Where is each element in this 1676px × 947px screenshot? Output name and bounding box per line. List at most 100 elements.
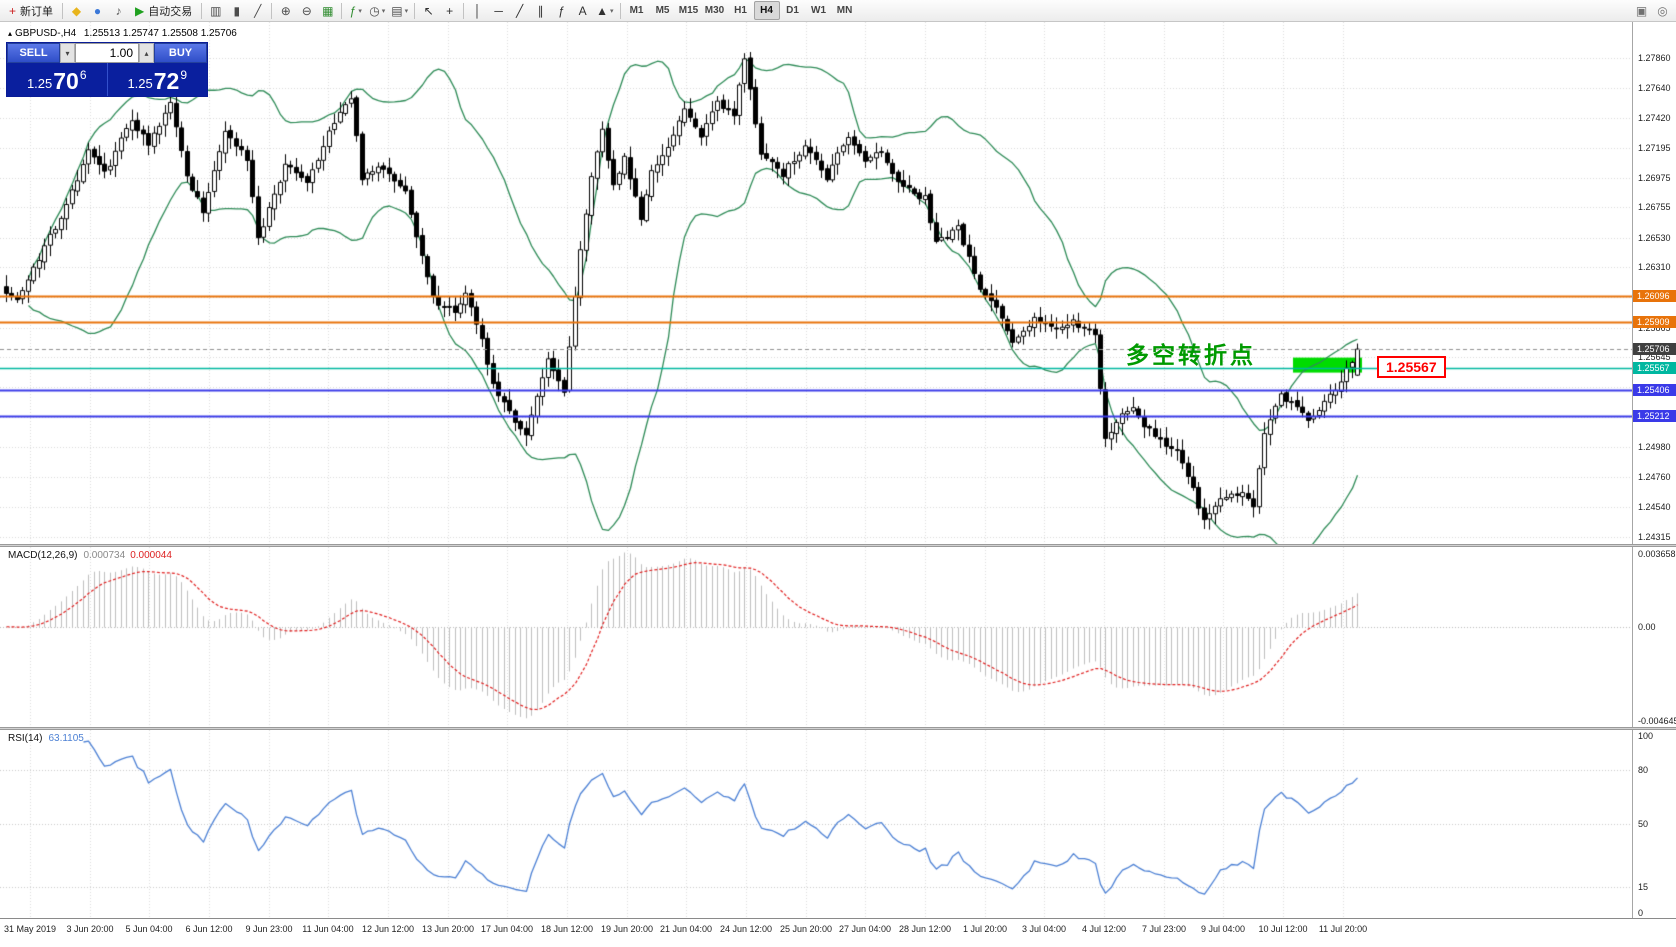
arrows-button[interactable]: ▲ ▾ [593, 1, 616, 20]
channel-icon: ∥ [537, 3, 544, 18]
trendline-button[interactable]: ╱ [509, 1, 530, 20]
buy-price-pips: 72 [153, 68, 180, 95]
price-scale-label: 1.26530 [1638, 232, 1671, 243]
indicators-button[interactable]: ƒ ▾ [345, 1, 366, 20]
volume-input[interactable]: 1.00 [75, 43, 139, 63]
search-icon: ◎ [1657, 3, 1668, 18]
dropdown-caret-icon: ▾ [610, 7, 614, 15]
price-scale-label: 1.24760 [1638, 471, 1671, 482]
sell-button[interactable]: SELL [7, 43, 60, 63]
timeframe-w1-button[interactable]: W1 [811, 5, 827, 16]
templates-button[interactable]: ▤ ▾ [388, 1, 411, 20]
ohlc-bars-button[interactable]: ▥ [205, 1, 226, 20]
rsi-scale-label: 0 [1638, 908, 1644, 918]
timeframe-m5-button[interactable]: M5 [655, 5, 670, 16]
search-button[interactable]: ◎ [1652, 1, 1673, 20]
time-axis-label: 25 Jun 20:00 [779, 924, 833, 934]
fibonacci-icon: ƒ [558, 3, 565, 18]
rsi-label: RSI(14) 63.1105 [8, 733, 84, 744]
fibonacci-button[interactable]: ƒ [551, 1, 572, 20]
horizontal-line-button[interactable]: ─ [488, 1, 509, 20]
autotrading-button[interactable]: ▶ 自动交易 [129, 1, 198, 20]
new-order-button-label: 新订单 [20, 5, 54, 18]
timeframe-m15-button[interactable]: M15 [678, 5, 699, 16]
price-level-tag: 1.25567 [1633, 361, 1676, 374]
sell-price[interactable]: 1.25 70 6 [7, 63, 108, 96]
rsi-scale[interactable]: 100 80 50 15 0 [1632, 730, 1676, 918]
price-scale[interactable]: 1.27860 1.27640 1.27420 1.27195 1.26975 1.267… [1632, 22, 1676, 545]
buy-price[interactable]: 1.25 72 9 [108, 63, 208, 96]
chat-button[interactable]: ▣ [1631, 1, 1652, 20]
time-axis-label: 12 Jun 12:00 [361, 924, 415, 934]
time-axis-label: 11 Jun 04:00 [302, 924, 354, 934]
pane-separator[interactable] [0, 544, 1676, 547]
time-axis-label: 24 Jun 12:00 [719, 924, 773, 934]
candlesticks-button[interactable]: ▮ [226, 1, 247, 20]
toolbar-separator [201, 2, 203, 19]
time-axis-label: 10 Jul 12:00 [1258, 924, 1308, 934]
price-scale-label: 1.24540 [1638, 501, 1671, 512]
chart-annotation-text: 多空转折点 [1126, 342, 1256, 368]
sell-price-big: 1.25 [26, 76, 53, 91]
price-chart-canvas[interactable] [0, 22, 1632, 545]
channel-button[interactable]: ∥ [530, 1, 551, 20]
time-axis[interactable]: 31 May 2019 3 Jun 20:00 5 Jun 04:00 6 Jun 1… [0, 918, 1676, 947]
cursor-icon: ↖ [423, 3, 434, 18]
time-axis-label: 3 Jun 20:00 [66, 924, 114, 934]
sell-dropdown-caret-icon[interactable]: ▾ [60, 43, 75, 63]
timeframe-m1-button[interactable]: M1 [629, 5, 644, 16]
price-level-tag: 1.26096 [1633, 290, 1676, 303]
community-icon: ● [93, 3, 102, 18]
buy-price-big: 1.25 [127, 76, 153, 91]
time-axis-label: 5 Jun 04:00 [125, 924, 173, 934]
metaeditor-button[interactable]: ◆ [66, 1, 87, 20]
text-button[interactable]: A [572, 1, 593, 20]
macd-value-main: 0.000734 [83, 550, 126, 561]
timeframe-m30-button[interactable]: M30 [704, 5, 725, 16]
vertical-line-button[interactable]: │ [467, 1, 488, 20]
one-click-controls: SELL ▾ 1.00 ▴ BUY [7, 43, 207, 63]
rsi-chart-canvas[interactable] [0, 730, 1632, 918]
price-scale-label: 1.26975 [1638, 172, 1671, 183]
time-axis-label: 18 Jun 12:00 [540, 924, 594, 934]
macd-chart-canvas[interactable] [0, 547, 1632, 728]
sell-price-point: 6 [79, 68, 87, 82]
zoom-out-button[interactable]: ⊖ [296, 1, 317, 20]
time-axis-label: 4 Jul 12:00 [1081, 924, 1127, 934]
timeframe-mn-button[interactable]: MN [836, 5, 853, 16]
community-button[interactable]: ● [87, 1, 108, 20]
timeframe-h1-button[interactable]: H1 [734, 5, 747, 16]
buy-button[interactable]: BUY [154, 43, 207, 63]
price-scale-label: 1.27195 [1638, 142, 1671, 153]
crosshair-button[interactable]: + [439, 1, 460, 20]
macd-value-signal: 0.000044 [130, 550, 172, 561]
trendline-icon: ╱ [515, 3, 524, 18]
time-axis-label: 1 Jul 20:00 [962, 924, 1008, 934]
crosshair-icon: + [446, 3, 454, 18]
ohlc-bars-icon: ▥ [210, 3, 222, 18]
periods-button[interactable]: ◷ ▾ [366, 1, 388, 20]
pane-separator[interactable] [0, 727, 1676, 730]
price-scale-label: 1.27640 [1638, 82, 1671, 93]
time-axis-label: 3 Jul 04:00 [1021, 924, 1067, 934]
macd-label: MACD(12,26,9) 0.000734 0.000044 [8, 550, 172, 561]
timeframe-h4-button[interactable]: H4 [753, 1, 780, 20]
zoom-in-button[interactable]: ⊕ [275, 1, 296, 20]
line-chart-button[interactable]: ╱ [247, 1, 268, 20]
price-scale-label: 1.27860 [1638, 53, 1671, 64]
sounds-button[interactable]: ♪ [108, 1, 129, 20]
time-axis-label: 19 Jun 20:00 [600, 924, 654, 934]
new-order-icon: + [9, 3, 17, 18]
macd-scale-label: 0.00 [1638, 621, 1656, 632]
price-scale-label: 1.27420 [1638, 112, 1671, 123]
price-scale-label: 1.26755 [1638, 202, 1671, 213]
volume-up-caret-icon[interactable]: ▴ [139, 43, 154, 63]
indicators-icon: ƒ [349, 3, 357, 18]
price-level-tag: 1.25909 [1633, 315, 1676, 328]
macd-scale[interactable]: 0.003658 0.00 -0.004645 [1632, 547, 1676, 728]
cursor-button[interactable]: ↖ [418, 1, 439, 20]
new-order-button[interactable]: + 新订单 [3, 1, 59, 20]
tile-windows-button[interactable]: ▦ [317, 1, 338, 20]
time-axis-label: 6 Jun 12:00 [185, 924, 233, 934]
timeframe-d1-button[interactable]: D1 [786, 5, 799, 16]
